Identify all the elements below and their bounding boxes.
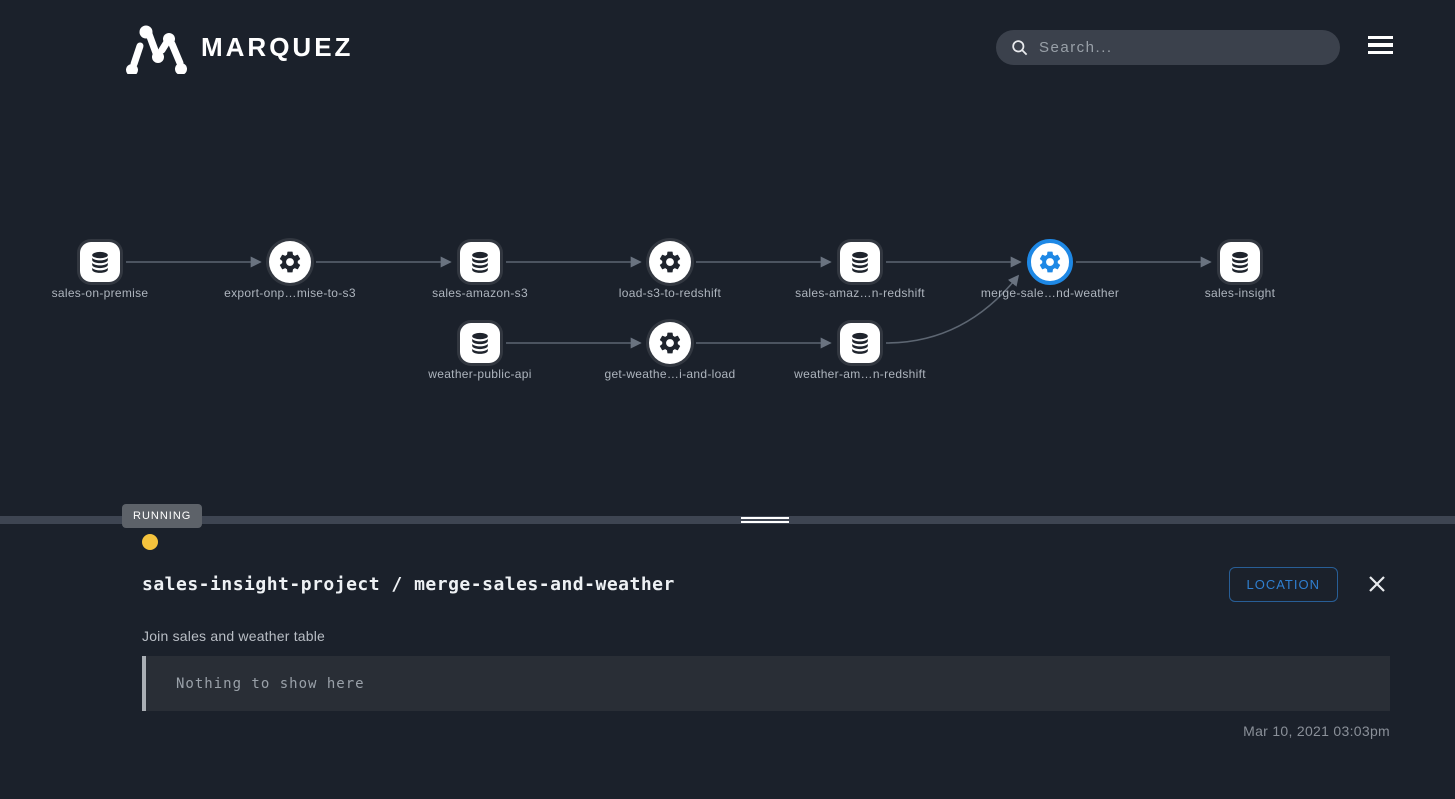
location-button[interactable]: LOCATION — [1228, 567, 1338, 602]
lineage-node-label: load-s3-to-redshift — [618, 286, 722, 300]
drawer-title: sales-insight-project / merge-sales-and-… — [142, 574, 675, 595]
lineage-node-label: sales-on-premise — [51, 286, 149, 300]
job-description: Join sales and weather table — [142, 628, 326, 644]
lineage-node-sales-amazon-redshift[interactable] — [840, 242, 880, 282]
job-detail-drawer: sales-insight-project / merge-sales-and-… — [142, 534, 1390, 739]
code-block-placeholder: Nothing to show here — [176, 675, 365, 692]
lineage-node-label: get-weathe…i-and-load — [604, 367, 736, 381]
gear-icon — [1039, 251, 1061, 273]
lineage-node-label: export-onp…mise-to-s3 — [224, 286, 356, 300]
database-icon — [852, 251, 868, 273]
top-bar: MARQUEZ — [0, 0, 1455, 95]
lineage-node-label: merge-sale…nd-weather — [980, 286, 1120, 300]
lineage-node-sales-on-premise[interactable] — [80, 242, 120, 282]
job-code-block: Nothing to show here — [142, 656, 1390, 711]
drawer-title-row: sales-insight-project / merge-sales-and-… — [142, 567, 1390, 602]
lineage-node-sales-amazon-s3[interactable] — [460, 242, 500, 282]
lineage-node-label: sales-amazon-s3 — [432, 286, 528, 300]
drawer-divider — [0, 516, 1455, 524]
search-bar[interactable] — [996, 30, 1340, 65]
status-tooltip: RUNNING — [122, 504, 203, 528]
lineage-node-label: sales-insight — [1204, 286, 1276, 300]
lineage-node-get-weather-api-and-load[interactable] — [649, 322, 691, 364]
database-icon — [852, 332, 868, 354]
menu-icon[interactable] — [1366, 34, 1396, 60]
gear-icon — [659, 251, 681, 273]
lineage-node-weather-amazon-redshift[interactable] — [840, 323, 880, 363]
lineage-node-sales-insight[interactable] — [1220, 242, 1260, 282]
lineage-node-merge-sales-and-weather[interactable] — [1027, 239, 1073, 285]
lineage-node-label: weather-am…n-redshift — [794, 367, 926, 381]
brand[interactable]: MARQUEZ — [125, 20, 353, 74]
lineage-node-label: sales-amaz…n-redshift — [795, 286, 925, 300]
gear-icon — [279, 251, 301, 273]
gear-icon — [659, 332, 681, 354]
close-drawer-button[interactable] — [1364, 572, 1390, 598]
lineage-node-export-onpremise-to-s3[interactable] — [269, 241, 311, 283]
lineage-node-load-s3-to-redshift[interactable] — [649, 241, 691, 283]
lineage-node-label: weather-public-api — [428, 367, 532, 381]
lineage-edge — [885, 274, 1020, 344]
close-icon — [1369, 575, 1385, 592]
brand-name: MARQUEZ — [201, 31, 354, 62]
running-status-dot[interactable] — [142, 534, 158, 550]
drawer-resize-handle[interactable] — [741, 517, 789, 523]
lineage-node-weather-public-api[interactable] — [460, 323, 500, 363]
last-updated-timestamp: Mar 10, 2021 03:03pm — [1243, 723, 1390, 739]
search-input[interactable] — [1039, 39, 1326, 56]
database-icon — [92, 251, 108, 273]
marquez-logo-icon — [126, 25, 187, 74]
database-icon — [1232, 251, 1248, 273]
database-icon — [472, 332, 488, 354]
database-icon — [472, 251, 488, 273]
search-icon — [1012, 40, 1028, 56]
